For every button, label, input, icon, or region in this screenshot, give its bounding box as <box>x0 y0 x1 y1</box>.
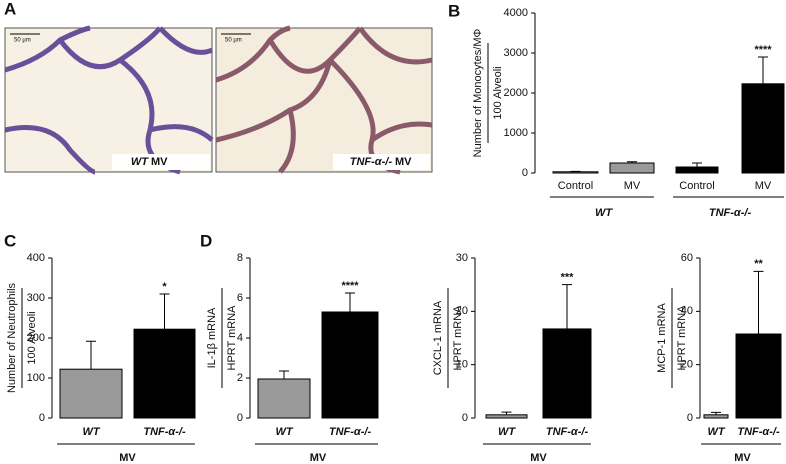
group-label: MV <box>119 452 136 464</box>
significance: **** <box>341 280 359 292</box>
error-bar <box>562 284 572 329</box>
group-label: WT <box>595 207 613 219</box>
y-label: CXCL-1 mRNA <box>432 300 444 375</box>
bar <box>609 162 655 174</box>
bar <box>542 328 592 419</box>
panel-label: C <box>4 231 16 250</box>
y-tick-label: 2000 <box>504 87 528 99</box>
y-tick-label: 4000 <box>504 7 528 19</box>
y-tick-label: 2 <box>237 372 243 384</box>
y-tick-label: 200 <box>27 332 45 344</box>
error-bar <box>711 411 721 415</box>
x-tick-label: WT <box>82 426 100 438</box>
bar <box>59 368 123 419</box>
y-tick-label: 400 <box>27 252 45 264</box>
y-tick-label: 1000 <box>504 127 528 139</box>
y-tick-label: 100 <box>27 372 45 384</box>
y-tick-label: 20 <box>456 305 468 317</box>
panel-label: B <box>448 1 460 20</box>
significance: * <box>162 281 167 293</box>
error-bar <box>86 340 96 370</box>
error-bar <box>627 161 637 163</box>
error-bar <box>758 56 768 84</box>
image-genotype: TNF-α-/- <box>350 156 393 168</box>
y-tick-label: 3000 <box>504 47 528 59</box>
panel-label: A <box>4 0 16 18</box>
group-label: MV <box>310 452 327 464</box>
error-bar <box>279 370 289 379</box>
y-label: MCP-1 mRNA <box>656 303 668 373</box>
y-tick-label: 60 <box>681 252 693 264</box>
x-tick-label: MV <box>624 180 641 192</box>
y-tick-label: 8 <box>237 252 243 264</box>
y-label: 100 Alveoli <box>26 311 38 364</box>
x-tick-label: Control <box>679 180 714 192</box>
y-tick-label: 10 <box>456 359 468 371</box>
y-label: HPRT mRNA <box>226 305 238 371</box>
bar <box>552 171 599 174</box>
y-tick-label: 0 <box>39 412 45 424</box>
y-label: Number of Neutrophils <box>6 282 18 393</box>
x-tick-label: WT <box>707 426 725 438</box>
y-label: IL-1β mRNA <box>206 307 218 368</box>
error-bar <box>692 162 702 167</box>
y-label: 100 Alveoli <box>492 66 504 119</box>
group-label: MV <box>734 452 751 464</box>
x-tick-label: Control <box>558 180 593 192</box>
x-tick-label: WT <box>275 426 293 438</box>
x-tick-label: TNF-α-/- <box>143 426 186 438</box>
image-condition: MV <box>151 156 168 168</box>
bar <box>257 378 311 419</box>
label-box <box>333 154 430 170</box>
error-bar <box>159 293 170 330</box>
y-tick-label: 6 <box>237 292 243 304</box>
image-condition: MV <box>395 156 412 168</box>
scale-bar-label: 50 µm <box>225 38 242 44</box>
x-tick-label: WT <box>498 426 516 438</box>
y-tick-label: 4 <box>237 332 243 344</box>
x-tick-label: MV <box>755 180 772 192</box>
panel-label: D <box>200 231 212 250</box>
y-tick-label: 0 <box>237 412 243 424</box>
error-bar <box>345 292 355 312</box>
micrograph-wt <box>4 27 213 173</box>
y-tick-label: 30 <box>456 252 468 264</box>
significance: ** <box>754 258 763 270</box>
bar <box>735 333 782 419</box>
error-bar <box>753 270 764 334</box>
significance: *** <box>561 272 575 284</box>
y-tick-label: 20 <box>681 359 693 371</box>
bar <box>133 328 196 419</box>
y-tick-label: 0 <box>687 412 693 424</box>
scale-bar-label: 50 µm <box>14 38 31 44</box>
y-tick-label: 0 <box>462 412 468 424</box>
bar <box>675 166 719 174</box>
y-label: Number of Monocytes/MΦ <box>472 28 484 157</box>
image-genotype: WT <box>131 156 149 168</box>
y-label: HPRT mRNA <box>452 305 464 371</box>
bar <box>485 414 528 419</box>
label-box <box>112 154 210 170</box>
group-label: MV <box>530 452 547 464</box>
y-label: HPRT mRNA <box>676 305 688 371</box>
error-bar <box>501 411 512 415</box>
y-tick-label: 0 <box>522 167 528 179</box>
significance: **** <box>754 44 772 56</box>
y-tick-label: 300 <box>27 292 45 304</box>
micrographs: 50 µm 50 µm WT MV TNF-α-/- MV A <box>4 0 433 175</box>
group-label: TNF-α-/- <box>709 207 752 219</box>
bar <box>741 83 785 174</box>
x-tick-label: TNF-α-/- <box>329 426 372 438</box>
micrograph-tnf <box>215 27 433 173</box>
tissue <box>4 25 433 175</box>
y-tick-label: 40 <box>681 305 693 317</box>
x-tick-label: TNF-α-/- <box>546 426 589 438</box>
bar <box>703 414 729 419</box>
x-tick-label: TNF-α-/- <box>737 426 780 438</box>
bar <box>321 311 379 419</box>
